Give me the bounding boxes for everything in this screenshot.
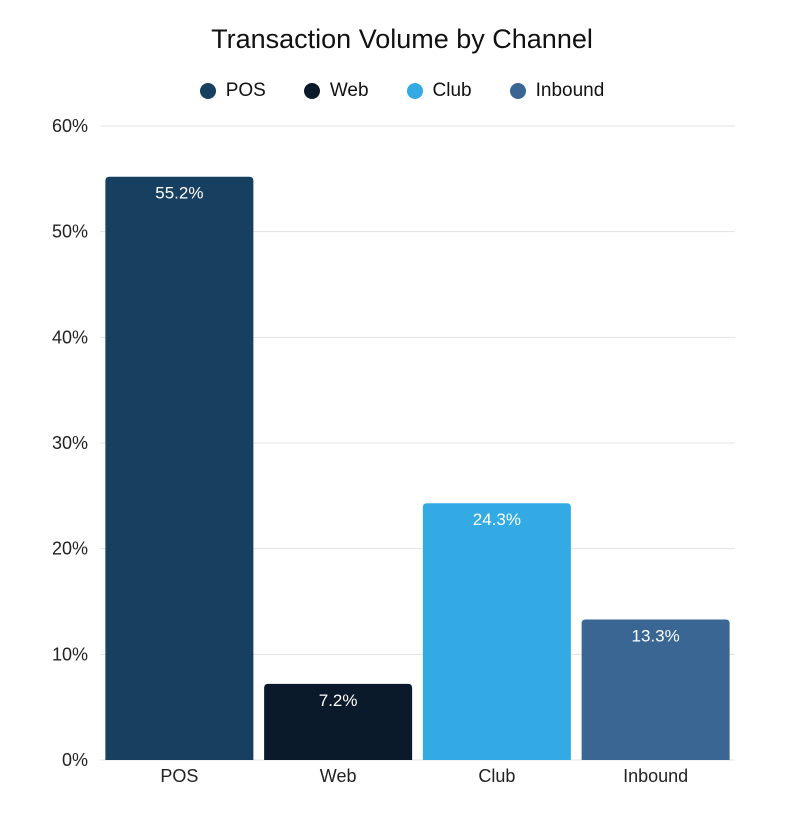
- legend-swatch-inbound: [509, 83, 526, 99]
- legend-label-club: Club: [432, 80, 472, 101]
- bar-pos: [105, 176, 254, 761]
- legend: POS Web Club Inbound: [0, 80, 804, 102]
- legend-item-pos: POS: [199, 80, 266, 102]
- data-label-web: 7.2%: [319, 691, 358, 710]
- y-tick-label-0: 0%: [62, 750, 88, 770]
- legend-item-inbound: Inbound: [509, 80, 605, 102]
- legend-label-pos: POS: [225, 80, 266, 101]
- bar-club: [422, 503, 571, 760]
- x-tick-label-web: Web: [320, 766, 357, 786]
- x-tick-label-inbound: Inbound: [623, 766, 688, 786]
- legend-item-web: Web: [303, 80, 369, 102]
- x-tick-label-club: Club: [478, 766, 515, 786]
- y-tick-label-1: 10%: [52, 644, 88, 664]
- legend-swatch-web: [303, 83, 320, 99]
- y-tick-label-2: 20%: [52, 539, 88, 559]
- data-label-inbound: 13.3%: [632, 626, 680, 645]
- y-tick-label-4: 40%: [52, 327, 88, 347]
- data-label-club: 24.3%: [473, 510, 521, 529]
- legend-label-inbound: Inbound: [535, 80, 605, 101]
- chart-title: Transaction Volume by Channel: [211, 24, 593, 54]
- y-tick-label-5: 50%: [52, 222, 88, 242]
- legend-swatch-pos: [199, 83, 216, 99]
- x-tick-label-pos: POS: [160, 766, 198, 786]
- legend-label-web: Web: [329, 80, 369, 101]
- bar-web: [264, 683, 413, 760]
- y-tick-label-3: 30%: [52, 433, 88, 453]
- data-label-pos: 55.2%: [155, 184, 203, 203]
- legend-item-club: Club: [406, 80, 472, 102]
- y-tick-label-6: 60%: [52, 116, 88, 136]
- bar-inbound: [581, 619, 730, 760]
- legend-swatch-club: [406, 83, 423, 99]
